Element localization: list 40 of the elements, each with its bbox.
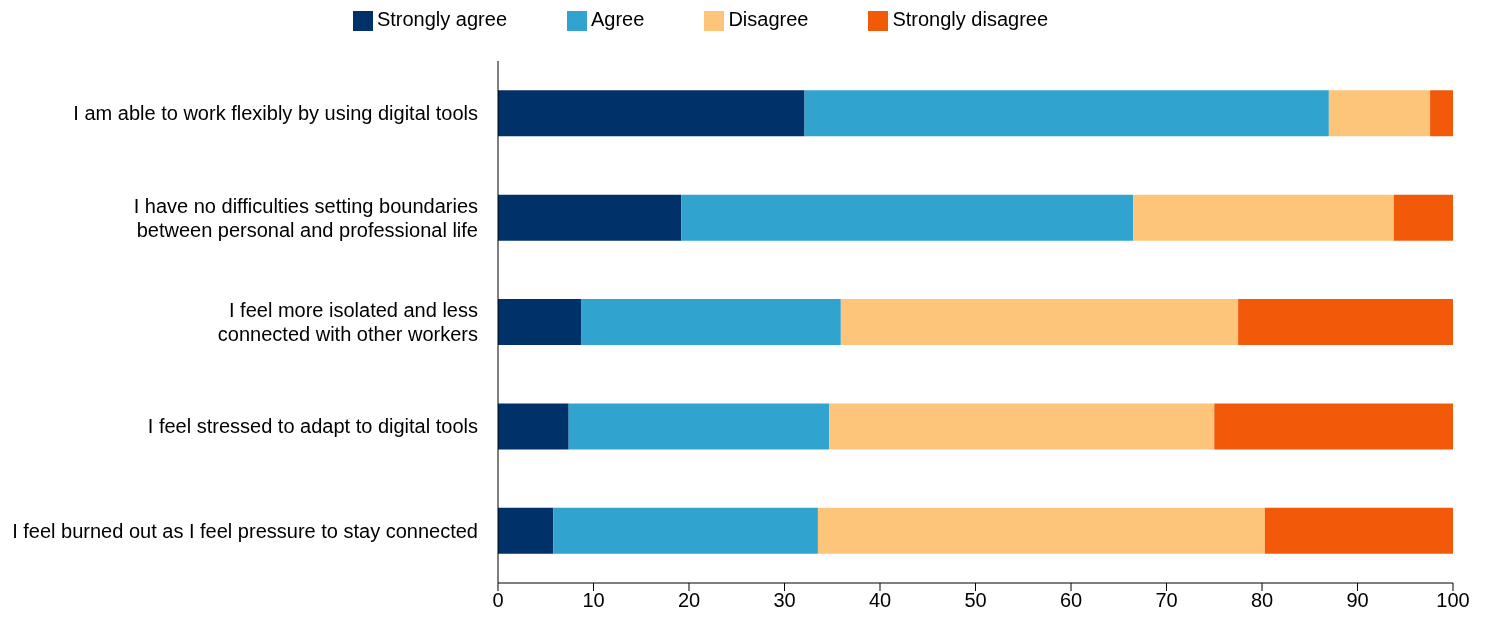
y-tick-label: I have no difficulties setting boundaries between personal and professional life	[133, 194, 478, 241]
bar	[568, 403, 830, 450]
bar	[498, 299, 582, 346]
bar	[1393, 194, 1453, 241]
bar	[498, 403, 569, 450]
x-tick-label: 50	[964, 589, 987, 612]
x-tick-label: 10	[582, 589, 605, 612]
bar	[553, 507, 818, 554]
x-tick-label: 40	[868, 589, 892, 612]
bar	[1133, 194, 1394, 241]
x-tick-label: 100	[1436, 589, 1470, 612]
legend-label: Strongly agree	[376, 8, 507, 30]
y-tick-label: I am able to work flexibly by using digital tools	[73, 102, 478, 125]
bar	[1430, 90, 1453, 137]
bar	[829, 403, 1215, 450]
bar	[1214, 403, 1453, 450]
bar	[1328, 90, 1431, 137]
bar	[804, 90, 1329, 137]
bar	[498, 90, 805, 137]
x-tick-label: 30	[773, 589, 796, 612]
bar	[1238, 299, 1453, 346]
y-tick-label: I feel more isolated and less connected with other workers	[217, 299, 478, 345]
y-tick-label: I feel burned out as I feel pressure to stay connected	[12, 519, 478, 542]
bar	[840, 299, 1239, 346]
legend-label: Agree	[591, 8, 645, 30]
x-tick-label: 60	[1059, 589, 1083, 612]
legend-label: Disagree	[728, 8, 809, 30]
bar	[581, 299, 841, 346]
bar	[498, 507, 554, 554]
x-tick-label: 70	[1155, 589, 1178, 612]
x-tick-label: 20	[677, 589, 701, 612]
bar	[1264, 507, 1453, 554]
bar	[498, 194, 682, 241]
x-tick-label: 90	[1346, 589, 1369, 612]
bar	[681, 194, 1134, 241]
x-tick-label: 0	[492, 589, 504, 612]
legend-label: Strongly disagree	[892, 8, 1049, 30]
bar	[817, 507, 1265, 554]
x-tick-label: 80	[1250, 589, 1274, 612]
y-tick-label: I feel stressed to adapt to digital tools	[147, 415, 478, 438]
